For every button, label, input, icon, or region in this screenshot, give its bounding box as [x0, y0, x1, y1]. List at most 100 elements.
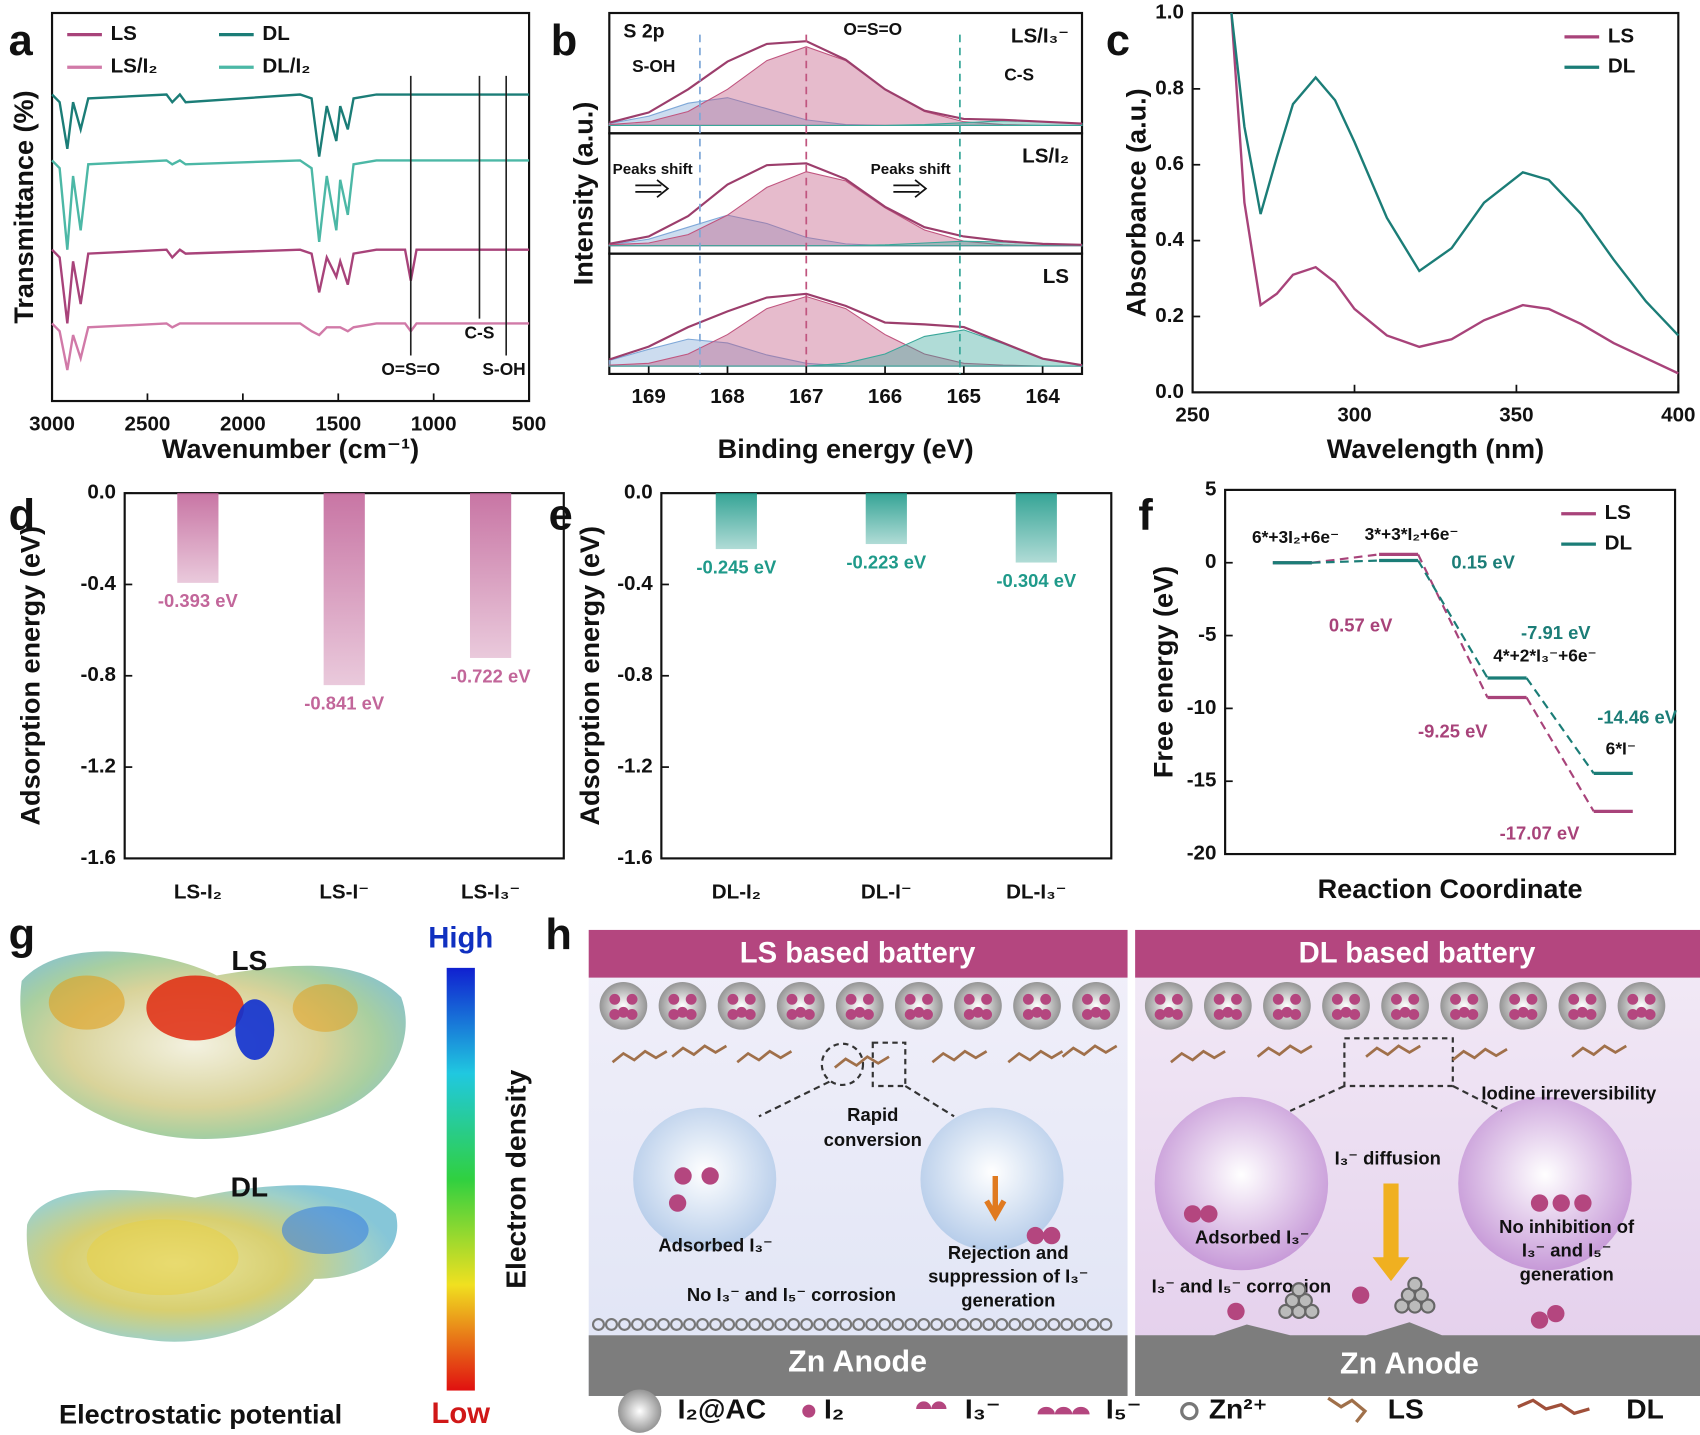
- x-tick-label: 167: [789, 385, 823, 408]
- connector: [1417, 559, 1489, 679]
- i2-ac-particle: [1322, 981, 1370, 1030]
- envelope: [608, 292, 1083, 367]
- value-label: 0.15 eV: [1451, 551, 1515, 572]
- category-label: LS-I₃⁻: [461, 881, 520, 904]
- i2-ac-particle: [1263, 981, 1311, 1030]
- y-tick-label: 0.0: [1155, 380, 1184, 403]
- connector: [1525, 696, 1595, 812]
- value-label: 0.57 eV: [1329, 614, 1393, 635]
- i2-ac-particle: [776, 981, 825, 1030]
- y-axis-title: Intensity (a.u.): [568, 102, 599, 286]
- zn-ion: [1047, 1317, 1061, 1331]
- i2-dot: [1090, 1006, 1102, 1018]
- i2-dot: [913, 1006, 925, 1018]
- value-label: -0.304 eV: [996, 570, 1077, 591]
- i2-dot: [863, 1009, 874, 1020]
- legend-icon: [1180, 1401, 1199, 1421]
- i2-dot: [1082, 1009, 1093, 1020]
- zn-ion: [982, 1317, 996, 1331]
- y-tick-label: -1.2: [81, 755, 116, 778]
- note: Adsorbed I₃⁻: [1195, 1227, 1309, 1248]
- y-tick-label: 0: [1205, 550, 1216, 573]
- line: [51, 322, 530, 371]
- y-axis-title: Free energy (eV): [1148, 566, 1179, 778]
- y-tick-label: -1.6: [617, 846, 652, 869]
- esp-patch: [235, 999, 275, 1060]
- note: generation: [961, 1290, 1055, 1311]
- i2-dot: [1290, 993, 1302, 1005]
- esp-patch: [281, 1206, 369, 1254]
- i2-dot: [1627, 993, 1639, 1005]
- molecule-label: DL: [231, 1170, 269, 1202]
- i2-dot: [1408, 993, 1420, 1005]
- molecule: [1365, 1044, 1421, 1058]
- zn-anode: [1135, 1322, 1700, 1396]
- i2-dot: [1172, 993, 1183, 1005]
- x-tick-label: 3000: [29, 412, 75, 435]
- x-tick-label: 400: [1661, 404, 1695, 427]
- i2-dot: [626, 993, 638, 1005]
- i2-dot: [795, 1006, 807, 1018]
- i2-dot: [1644, 1009, 1656, 1020]
- y-tick-label: -10: [1187, 696, 1217, 719]
- zn-ion: [852, 1317, 866, 1331]
- y-tick-label: 0.8: [1155, 76, 1184, 99]
- iodide: [668, 1194, 687, 1212]
- note: I₃⁻ and I₅⁻: [1522, 1240, 1612, 1261]
- subplot-label: LS/I₃⁻: [1011, 24, 1069, 47]
- note: I₃⁻ and I₅⁻ corrosion: [1152, 1275, 1332, 1296]
- state-label: 6*I⁻: [1606, 739, 1636, 759]
- molecule: [1571, 1044, 1627, 1058]
- value-label: -0.223 eV: [846, 551, 927, 572]
- i2-ac-particle: [599, 981, 648, 1030]
- panel-label: a: [9, 17, 34, 65]
- zn-ion: [995, 1317, 1009, 1331]
- component-peak: [608, 240, 1083, 247]
- i2-dot: [1636, 1006, 1647, 1018]
- x-axis-title: Wavenumber (cm⁻¹): [162, 433, 419, 464]
- i2-dot: [1349, 1009, 1361, 1020]
- y-tick-label: -1.6: [81, 846, 116, 869]
- i2-dot: [1331, 1009, 1343, 1020]
- i2-dot: [609, 1009, 621, 1020]
- i2-dot: [803, 1009, 815, 1020]
- annotation: Peaks shift: [613, 161, 693, 178]
- zn-ion: [748, 1317, 762, 1331]
- i2-dot: [1576, 1006, 1588, 1018]
- note: No I₃⁻ and I₅⁻ corrosion: [687, 1284, 896, 1305]
- i2-dot: [963, 1009, 975, 1020]
- i2-dot: [904, 993, 916, 1005]
- panel-label: d: [9, 492, 36, 540]
- zn-ion: [1291, 1282, 1307, 1298]
- plot-frame: [1224, 488, 1677, 856]
- panel-label: e: [549, 492, 573, 540]
- i2-dot: [963, 993, 975, 1005]
- y-tick-label: 5: [1205, 477, 1216, 500]
- panel-g: g LS DL High Low Electron density Electr…: [9, 911, 532, 1430]
- legend-label: Zn²⁺: [1209, 1393, 1268, 1425]
- line: [51, 248, 530, 324]
- y-tick-label: 0.0: [87, 481, 116, 504]
- arrow: [984, 1175, 1007, 1222]
- i2-ac-particle: [1072, 981, 1120, 1030]
- i2-dot: [1391, 993, 1402, 1005]
- x-tick-label: 166: [868, 385, 902, 408]
- i2-dot: [1099, 1009, 1111, 1020]
- y-tick-label: -20: [1187, 842, 1217, 865]
- i2-dot: [1154, 993, 1166, 1005]
- state-label: 6*+3I₂+6e⁻: [1252, 527, 1339, 547]
- zn-ion: [696, 1317, 710, 1331]
- zn-ion: [709, 1317, 723, 1331]
- zoom-circle: [1458, 1096, 1632, 1271]
- y-tick-label: 0.4: [1155, 228, 1184, 251]
- category-label: LS-I₂: [174, 881, 222, 904]
- zn-ion: [1400, 1287, 1416, 1303]
- shift-arrow: [635, 179, 670, 198]
- component-peak: [608, 46, 1083, 126]
- bar: [865, 493, 907, 545]
- i2-dot: [744, 1009, 756, 1020]
- x-axis-title: Reaction Coordinate: [1318, 873, 1583, 904]
- y-tick-label: 1.0: [1155, 0, 1184, 23]
- molecule: [833, 1055, 890, 1069]
- i2-ac-particle: [1203, 981, 1252, 1030]
